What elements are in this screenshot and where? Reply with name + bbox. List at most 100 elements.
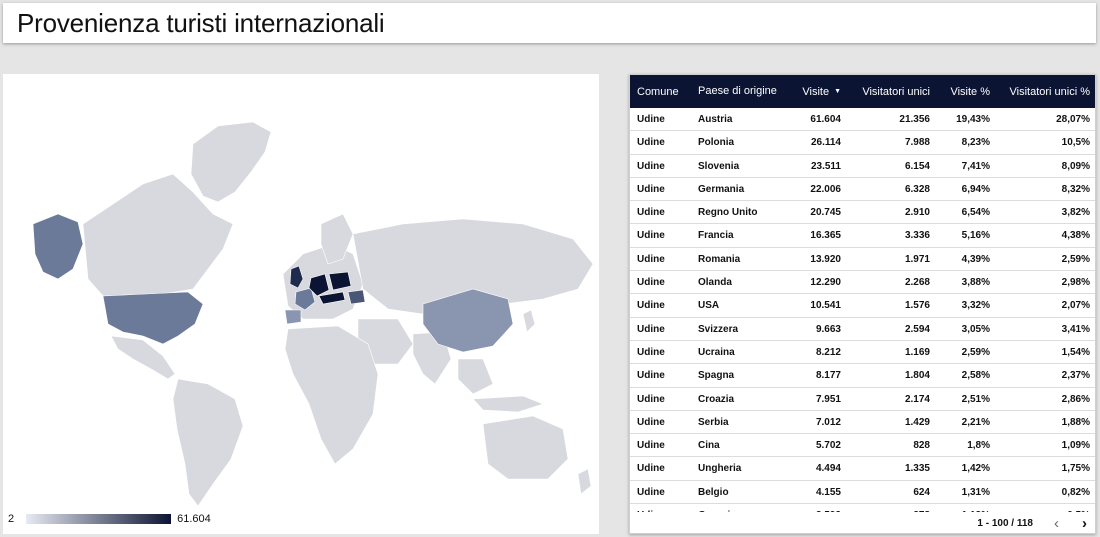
cell-visite: 26.114 <box>810 137 841 149</box>
cell-comune: Udine <box>637 440 665 452</box>
cell-vup: 28,07% <box>1056 114 1090 125</box>
map-country-germania[interactable] <box>308 273 330 297</box>
table-row[interactable]: Udine Ucraina 8.212 1.169 2,59% 1,54% <box>630 341 1095 365</box>
cell-vup: 0,5% <box>995 504 1090 512</box>
map-country-russia[interactable] <box>352 218 594 315</box>
cell-comune: Udine <box>637 114 665 125</box>
cell-vup: 10,5% <box>1061 137 1090 149</box>
cell-vp: 7,41% <box>961 160 990 172</box>
cell-paese: Romania <box>698 253 741 265</box>
table-row[interactable]: Udine Spagna 8.177 1.804 2,58% 2,37% <box>630 364 1095 388</box>
cell-paese: Olanda <box>698 277 732 289</box>
world-map[interactable] <box>3 74 599 534</box>
table-row[interactable]: Udine Serbia 7.012 1.429 2,21% 1,88% <box>630 411 1095 435</box>
table-body: Udine Austria 61.604 21.356 19,43% 28,07% Udin… <box>630 108 1095 512</box>
cell-vu: 828 <box>913 440 930 452</box>
table-row[interactable]: Udine Ungheria 4.494 1.335 1,42% 1,75% <box>630 457 1095 481</box>
next-page-icon[interactable]: › <box>1082 515 1087 532</box>
table-row[interactable]: Udine Francia 16.365 3.336 5,16% 4,38% <box>630 224 1095 248</box>
map-country-greenland[interactable] <box>190 121 272 203</box>
cell-comune: Udine <box>637 323 665 335</box>
cell-visite: 9.663 <box>815 323 841 335</box>
header-visitatori-unici[interactable]: Visitatori unici <box>862 85 930 98</box>
map-country-polonia[interactable] <box>328 271 352 291</box>
map-country-francia[interactable] <box>294 287 316 311</box>
cell-comune: Udine <box>637 393 665 405</box>
cell-comune: Udine <box>637 486 665 498</box>
map-country-south-america[interactable] <box>172 378 244 507</box>
cell-paese: Regno Unito <box>698 207 758 219</box>
cell-visite: 10.541 <box>810 300 841 312</box>
table-row[interactable]: Udine Germania 22.006 6.328 6,94% 8,32% <box>630 178 1095 202</box>
cell-vu: 3.336 <box>904 230 930 242</box>
data-table: Comune Paese di origine Visite ▼ Visitat… <box>629 74 1096 534</box>
cell-visite: 16.365 <box>810 230 841 242</box>
cell-vp: 1,8% <box>967 440 990 452</box>
map-country-usa-alaska[interactable] <box>32 213 84 280</box>
map-country-regno-unito[interactable] <box>289 265 304 289</box>
cell-vu: 1.971 <box>904 253 930 265</box>
table-row[interactable]: Udine USA 10.541 1.576 3,32% 2,07% <box>630 294 1095 318</box>
cell-vp: 2,59% <box>961 346 990 358</box>
table-row[interactable]: Udine Belgio 4.155 624 1,31% 0,82% <box>630 481 1095 505</box>
table-row[interactable]: Udine Georgia3.592 378 1,13% 0,5% <box>630 504 1095 512</box>
header-visite[interactable]: Visite ▼ <box>802 85 841 98</box>
cell-vu: 1.429 <box>904 416 930 428</box>
table-row[interactable]: Udine Cina 5.702 828 1,8% 1,09% <box>630 434 1095 458</box>
cell-comune: Udine <box>637 230 665 242</box>
cell-visite: 20.745 <box>810 207 841 219</box>
cell-visite: 22.006 <box>810 183 841 195</box>
map-country-mexico[interactable] <box>110 335 176 380</box>
header-comune[interactable]: Comune <box>637 85 679 98</box>
map-country-new-zealand[interactable] <box>577 468 592 495</box>
map-country-australia[interactable] <box>482 415 569 480</box>
cell-visite: 12.290 <box>810 277 841 289</box>
table-header: Comune Paese di origine Visite ▼ Visitat… <box>630 75 1095 108</box>
map-country-spagna[interactable] <box>284 309 302 325</box>
cell-visite: 8.212 <box>815 346 841 358</box>
map-country-indonesia[interactable] <box>472 395 544 413</box>
cell-vp: 1,13% <box>935 504 990 512</box>
cell-vp: 1,31% <box>961 486 990 498</box>
header-visitatori-unici-pct[interactable]: Visitatori unici % <box>1009 85 1091 98</box>
map-country-romania[interactable] <box>347 289 366 305</box>
cell-vp: 6,54% <box>961 207 990 219</box>
cell-visite: 7.951 <box>815 393 841 405</box>
pagination-label: 1 - 100 / 118 <box>977 518 1033 529</box>
map-country-austria[interactable] <box>318 291 346 305</box>
map-country-usa[interactable] <box>102 291 204 345</box>
header-visite-pct[interactable]: Visite % <box>950 85 990 98</box>
map-country-se-asia[interactable] <box>457 358 494 395</box>
map-country-japan[interactable] <box>522 309 536 333</box>
cell-comune: Udine <box>637 277 665 289</box>
cell-comune: Udine <box>637 160 665 172</box>
table-row[interactable]: Udine Croazia 7.951 2.174 2,51% 2,86% <box>630 388 1095 411</box>
prev-page-icon[interactable]: ‹ <box>1054 515 1059 532</box>
table-row[interactable]: Udine Austria 61.604 21.356 19,43% 28,07% <box>630 108 1095 132</box>
cell-paese: Svizzera <box>698 323 739 335</box>
cell-vp: 3,88% <box>961 277 990 289</box>
cell-comune: Udine <box>637 370 665 382</box>
cell-vp: 2,21% <box>961 416 990 428</box>
legend-gradient-bar <box>26 514 172 524</box>
cell-paese: Austria <box>698 114 733 125</box>
cell-vup: 2,59% <box>1061 253 1090 265</box>
table-row[interactable]: Udine Svizzera 9.663 2.594 3,05% 3,41% <box>630 318 1095 341</box>
table-row[interactable]: Udine Slovenia 23.511 6.154 7,41% 8,09% <box>630 155 1095 178</box>
header-paese[interactable]: Paese di origine <box>698 85 777 97</box>
cell-comune: Udine <box>637 207 665 219</box>
cell-vup: 1,75% <box>1061 463 1090 475</box>
table-row[interactable]: Udine Olanda 12.290 2.268 3,88% 2,98% <box>630 271 1095 295</box>
map-country-scandinavia[interactable] <box>320 213 354 265</box>
table-row[interactable]: Udine Romania 13.920 1.971 4,39% 2,59% <box>630 248 1095 272</box>
cell-vup: 3,82% <box>1061 207 1090 219</box>
sort-desc-icon: ▼ <box>834 88 841 95</box>
cell-paese: Polonia <box>698 137 735 149</box>
cell-vp: 19,43% <box>956 114 990 125</box>
legend-min-label: 2 <box>8 513 15 525</box>
map-country-cina[interactable] <box>422 288 514 353</box>
map-country-africa[interactable] <box>284 325 379 465</box>
table-row[interactable]: Udine Regno Unito 20.745 2.910 6,54% 3,82% <box>630 201 1095 225</box>
cell-vu: 1.804 <box>904 370 930 382</box>
table-row[interactable]: Udine Polonia 26.114 7.988 8,23% 10,5% <box>630 131 1095 155</box>
